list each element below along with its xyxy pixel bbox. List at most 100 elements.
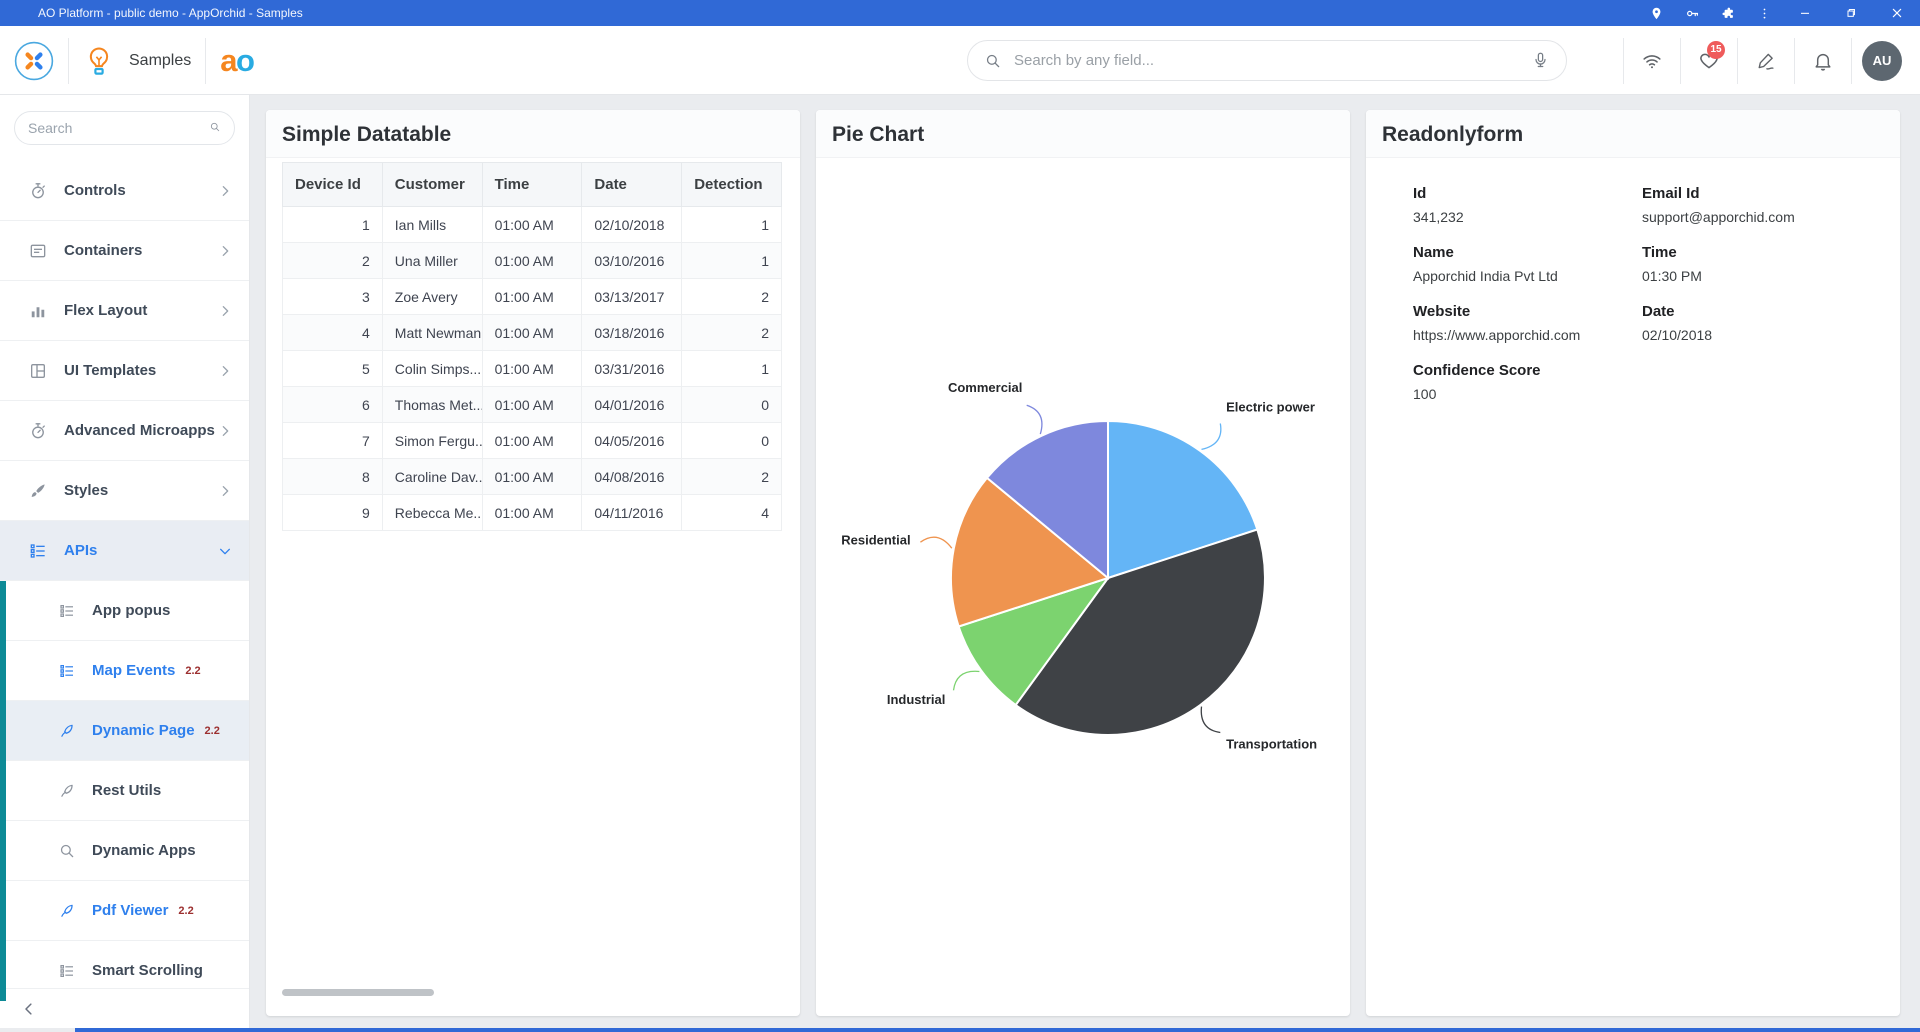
sidebar-item-containers[interactable]: Containers: [0, 221, 249, 281]
sidebar-subitem-label: Dynamic Page: [92, 722, 195, 739]
sidebar-item-label: Flex Layout: [64, 302, 148, 319]
table-cell: 03/10/2016: [581, 242, 683, 279]
pie-slice-industrial[interactable]: [957, 576, 1111, 707]
form-field-name: Name Apporchid India Pvt Ltd: [1413, 244, 1633, 284]
sidebar-item-ui-templates[interactable]: UI Templates: [0, 341, 249, 401]
table-row[interactable]: 5 Colin Simps... 01:00 AM 03/31/2016 1: [282, 350, 782, 387]
bell-icon[interactable]: [1795, 50, 1851, 72]
table-cell: 03/18/2016: [581, 314, 683, 351]
table-cell: 0: [681, 422, 782, 459]
field-value: https://www.apporchid.com: [1413, 327, 1581, 343]
list-icon: [28, 541, 48, 561]
browser-menu-dots-icon[interactable]: [1746, 0, 1782, 26]
table-cell: 04/11/2016: [581, 494, 683, 531]
field-label: Name: [1413, 244, 1454, 261]
sidebar-subitem-pdf-viewer[interactable]: Pdf Viewer 2.2: [0, 881, 249, 941]
sidebar-subitem-dynamic-page[interactable]: Dynamic Page 2.2: [0, 701, 249, 761]
wifi-icon[interactable]: [1624, 50, 1680, 72]
location-icon[interactable]: [1638, 0, 1674, 26]
sidebar-item-label: Containers: [64, 242, 143, 259]
extension-icon[interactable]: [1710, 0, 1746, 26]
microphone-icon[interactable]: [1531, 51, 1550, 70]
column-header-customer[interactable]: Customer: [381, 162, 483, 207]
pie-slice-residential[interactable]: [950, 476, 1111, 628]
quill-icon: [58, 782, 76, 800]
column-header-detection[interactable]: Detection: [681, 162, 782, 207]
pie-slice-electric-power[interactable]: [1107, 419, 1259, 580]
sidebar-subitem-map-events[interactable]: Map Events 2.2: [0, 641, 249, 701]
signature-pen-icon[interactable]: [1738, 50, 1794, 72]
sidebar-subitem-dynamic-apps[interactable]: Dynamic Apps: [0, 821, 249, 881]
chevron-right-icon: [217, 423, 233, 439]
table-row[interactable]: 2 Una Miller 01:00 AM 03/10/2016 1: [282, 242, 782, 279]
version-badge: 2.2: [178, 904, 194, 917]
sidebar-subitem-rest-utils[interactable]: Rest Utils: [0, 761, 249, 821]
table-cell: 0: [681, 386, 782, 423]
sidebar-collapse-button[interactable]: [0, 988, 249, 1028]
browser-titlebar: AO Platform - public demo - AppOrchid - …: [0, 0, 1920, 26]
table-cell: 2: [681, 314, 782, 351]
table-row[interactable]: 8 Caroline Dav... 01:00 AM 04/08/2016 2: [282, 458, 782, 495]
column-header-device-id[interactable]: Device Id: [282, 162, 383, 207]
sidebar-item-controls[interactable]: Controls: [0, 161, 249, 221]
field-label: Id: [1413, 185, 1427, 202]
user-avatar[interactable]: AU: [1862, 40, 1902, 81]
table-row[interactable]: 3 Zoe Avery 01:00 AM 03/13/2017 2: [282, 278, 782, 315]
sidebar-subitem-label: App popus: [92, 602, 171, 619]
table-cell: Simon Fergu...: [381, 422, 483, 459]
table-row[interactable]: 1 Ian Mills 01:00 AM 02/10/2018 1: [282, 206, 782, 243]
table-header-row: Device Id Customer Time Date Detection: [282, 162, 782, 207]
table-cell: 01:00 AM: [481, 422, 583, 459]
table-cell: Una Miller: [381, 242, 483, 279]
field-label: Date: [1642, 303, 1675, 320]
form-field-email-id: Email Id support@apporchid.com: [1642, 185, 1862, 225]
sidebar-item-styles[interactable]: Styles: [0, 461, 249, 521]
restore-button[interactable]: [1828, 0, 1874, 26]
apporchid-flower-logo-icon[interactable]: [14, 41, 54, 81]
key-icon[interactable]: [1674, 0, 1710, 26]
readonly-form-card-title: Readonlyform: [1366, 110, 1900, 158]
field-label: Confidence Score: [1413, 362, 1541, 379]
chevron-left-icon: [20, 1000, 38, 1018]
sidebar-nav: Controls Containers Flex Layout UI Template…: [0, 161, 249, 1001]
pie-slice-transportation[interactable]: [1014, 528, 1266, 736]
table-row[interactable]: 7 Simon Fergu... 01:00 AM 04/05/2016 0: [282, 422, 782, 459]
table-row[interactable]: 4 Matt Newman 01:00 AM 03/18/2016 2: [282, 314, 782, 351]
header-divider: [1794, 37, 1795, 84]
chevron-right-icon: [217, 243, 233, 259]
pie-chart-card: Pie Chart Electric power Transportation In…: [816, 110, 1350, 1016]
readonly-form-card: Readonlyform Id 341,232 Email Id support@ap…: [1366, 110, 1900, 1016]
sidebar-search-input[interactable]: [28, 120, 209, 136]
minimize-button[interactable]: [1782, 0, 1828, 26]
table-cell: Rebecca Me...: [381, 494, 483, 531]
close-button[interactable]: [1874, 0, 1920, 26]
column-header-date[interactable]: Date: [581, 162, 683, 207]
global-search-input[interactable]: [1014, 52, 1531, 69]
table-cell: Colin Simps...: [381, 350, 483, 387]
notifications-badge: 15: [1707, 40, 1725, 59]
horizontal-scrollbar[interactable]: [282, 989, 434, 996]
field-value: 341,232: [1413, 209, 1464, 225]
form-field-confidence-score: Confidence Score 100: [1413, 362, 1633, 402]
chevron-right-icon: [217, 303, 233, 319]
favorites-button[interactable]: 15: [1681, 40, 1737, 72]
lightbulb-icon[interactable]: [83, 45, 115, 77]
pie-slice-commercial[interactable]: [985, 419, 1109, 581]
sidebar-item-flex-layout[interactable]: Flex Layout: [0, 281, 249, 341]
table-cell: 4: [681, 494, 782, 531]
table-cell: Zoe Avery: [381, 278, 483, 315]
sidebar-search: [14, 111, 235, 145]
list-icon: [58, 662, 76, 680]
brush-icon: [28, 481, 48, 501]
pie-slice-label: Electric power: [1226, 399, 1315, 414]
sidebar-item-advanced-microapps[interactable]: Advanced Microapps: [0, 401, 249, 461]
sidebar-subitem-app-popus[interactable]: App popus: [0, 581, 249, 641]
table-row[interactable]: 6 Thomas Met... 01:00 AM 04/01/2016 0: [282, 386, 782, 423]
sidebar-item-apis[interactable]: APIs: [0, 521, 249, 581]
table-row[interactable]: 9 Rebecca Me... 01:00 AM 04/11/2016 4: [282, 494, 782, 531]
sidebar-item-label: Advanced Microapps: [64, 422, 215, 439]
table-cell: 03/31/2016: [581, 350, 683, 387]
sidebar-subitem-label: Pdf Viewer: [92, 902, 169, 919]
table-cell: 1: [681, 206, 782, 243]
column-header-time[interactable]: Time: [481, 162, 583, 207]
